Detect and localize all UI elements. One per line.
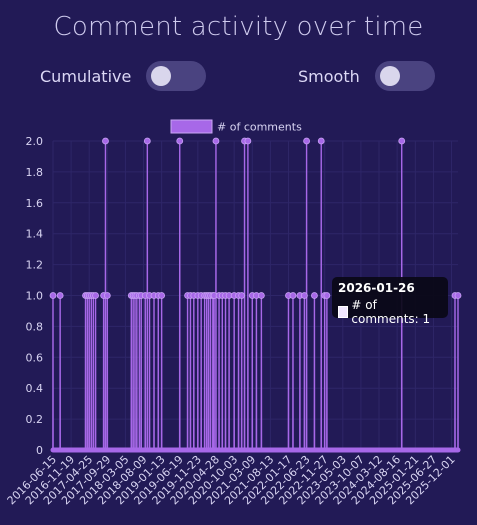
data-point — [454, 292, 462, 299]
data-point — [158, 292, 166, 299]
cumulative-switch-knob[interactable] — [151, 66, 172, 86]
comment-activity-chart: # of comments 2.0 1.8 1.6 1.4 1.2 1.0 0.8 0.6 0.4… — [5, 119, 462, 507]
data-point — [398, 137, 406, 145]
data-point — [176, 137, 184, 145]
data-point — [311, 292, 318, 299]
cumulative-label: Cumulative — [40, 66, 132, 86]
y-tick-label: 0.6 — [26, 351, 44, 364]
y-tick-label: 0.8 — [26, 320, 44, 333]
y-tick-label: 2.0 — [26, 135, 44, 148]
y-tick-label: 1.0 — [26, 290, 44, 303]
legend-label: # of comments — [217, 121, 302, 134]
data-point — [92, 292, 99, 299]
chart-tooltip: 2026-01-26 # of comments: 1 — [332, 277, 448, 326]
y-tick-label: 1.2 — [26, 259, 44, 272]
data-point — [257, 292, 265, 299]
tooltip-color-swatch — [338, 306, 349, 318]
data-point — [238, 292, 246, 299]
data-point — [102, 137, 109, 145]
page-title: Comment activity over time — [53, 12, 424, 42]
y-tick-label: 0 — [36, 444, 43, 457]
y-tick-label: 0.4 — [26, 382, 44, 395]
data-point — [317, 137, 325, 145]
tooltip-label: # of comments: 1 — [351, 298, 431, 326]
data-point — [244, 137, 252, 145]
legend-swatch — [170, 119, 213, 134]
smooth-toggle-row: Smooth — [298, 60, 435, 92]
smooth-switch[interactable] — [374, 61, 435, 91]
cumulative-toggle-row: Cumulative — [40, 60, 207, 92]
cumulative-switch[interactable] — [146, 61, 207, 91]
data-point — [300, 292, 308, 299]
y-tick-label: 0.2 — [26, 413, 44, 426]
y-tick-label: 1.4 — [26, 228, 44, 241]
tooltip-title: 2026-01-26 — [338, 281, 415, 295]
y-tick-label: 1.8 — [26, 166, 44, 179]
smooth-label: Smooth — [298, 66, 360, 86]
data-point — [289, 292, 297, 299]
tooltip-line: # of comments: 1 — [338, 298, 442, 326]
data-point — [103, 292, 111, 299]
data-point — [212, 137, 220, 145]
data-point — [303, 137, 310, 145]
data-point — [49, 292, 57, 299]
data-point — [143, 137, 151, 145]
y-tick-label: 1.6 — [26, 197, 44, 210]
data-point — [323, 292, 331, 299]
data-point — [56, 292, 64, 299]
smooth-switch-knob[interactable] — [379, 66, 400, 86]
